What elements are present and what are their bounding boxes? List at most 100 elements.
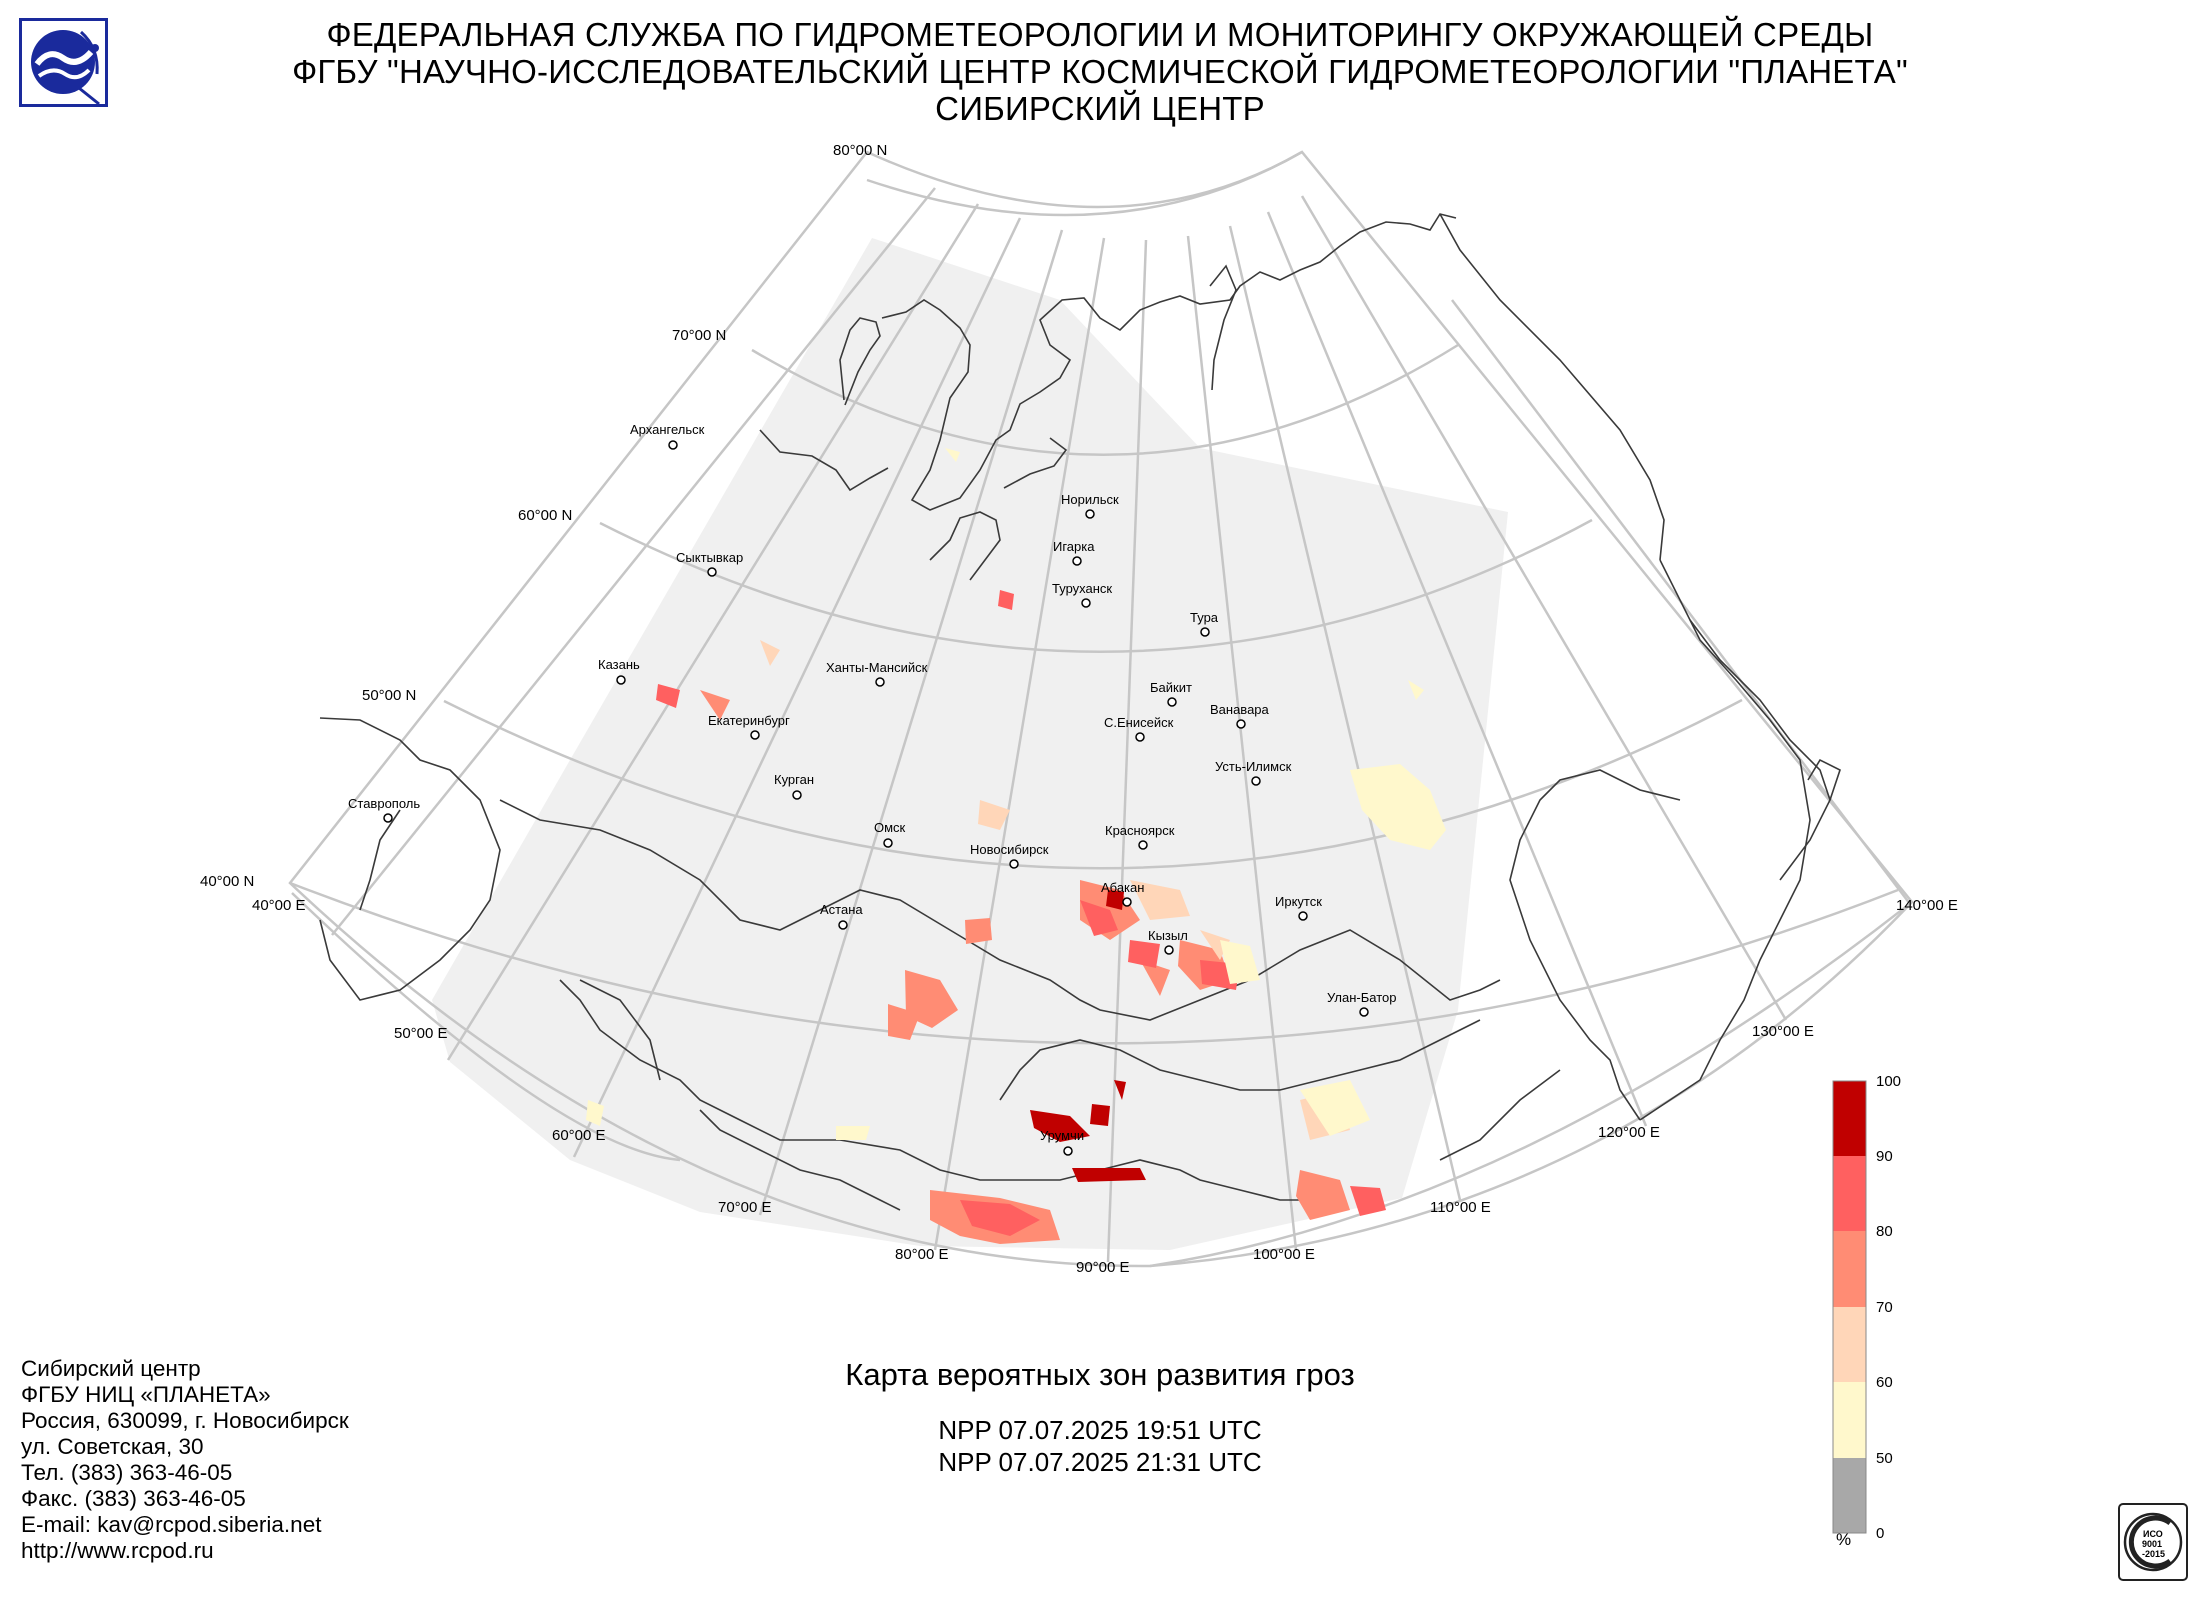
svg-text:Омск: Омск bbox=[874, 820, 906, 835]
city-vanavara: Ванавара bbox=[1210, 702, 1270, 729]
city-irkutsk: Иркутск bbox=[1275, 894, 1322, 921]
svg-text:Новосибирск: Новосибирск bbox=[970, 842, 1049, 857]
contact-website[interactable]: http://www.rcpod.ru bbox=[21, 1538, 214, 1563]
lon-label-90: 90°00 E bbox=[1076, 1259, 1130, 1276]
svg-text:Туруханск: Туруханск bbox=[1052, 581, 1112, 596]
legend-swatch-90-100 bbox=[1833, 1081, 1866, 1156]
lon-label-60: 60°00 E bbox=[552, 1127, 606, 1144]
legend-tick-90: 90 bbox=[1876, 1148, 1893, 1165]
header-line-3: СИБИРСКИЙ ЦЕНТР bbox=[935, 90, 1265, 127]
svg-text:Екатеринбург: Екатеринбург bbox=[708, 713, 790, 728]
lon-label-110: 110°00 E bbox=[1430, 1199, 1491, 1216]
svg-text:Урумчи: Урумчи bbox=[1040, 1128, 1084, 1143]
svg-text:Абакан: Абакан bbox=[1101, 880, 1144, 895]
svg-text:Улан-Батор: Улан-Батор bbox=[1327, 990, 1396, 1005]
city-ulan-bator: Улан-Батор bbox=[1327, 990, 1396, 1017]
city-kazan: Казань bbox=[598, 657, 640, 685]
lon-label-50: 50°00 E bbox=[394, 1025, 448, 1042]
city-igarka: Игарка bbox=[1053, 539, 1095, 566]
lon-label-80: 80°00 E bbox=[895, 1246, 949, 1263]
iso-line-1: ИСО bbox=[2143, 1529, 2163, 1539]
legend-swatch-60-70 bbox=[1833, 1307, 1866, 1382]
lon-label-120: 120°00 E bbox=[1598, 1124, 1660, 1141]
svg-text:Кызыл: Кызыл bbox=[1148, 928, 1188, 943]
legend-tick-0: 0 bbox=[1876, 1525, 1884, 1542]
city-stavropol: Ставрополь bbox=[348, 796, 420, 823]
legend-tick-50: 50 bbox=[1876, 1450, 1893, 1467]
lat-label-50: 50°00 N bbox=[362, 687, 416, 704]
lon-label-140: 140°00 E bbox=[1896, 897, 1958, 914]
svg-text:Архангельск: Архангельск bbox=[630, 422, 705, 437]
contact-line: ул. Советская, 30 bbox=[21, 1434, 204, 1459]
legend-tick-80: 80 bbox=[1876, 1223, 1893, 1240]
city-urumqi: Урумчи bbox=[1040, 1128, 1084, 1156]
city-khanty-mansiysk: Ханты-Мансийск bbox=[826, 660, 928, 687]
city-abakan: Абакан bbox=[1101, 880, 1144, 907]
iso-line-2: 9001 bbox=[2142, 1539, 2162, 1549]
city-turukhansk: Туруханск bbox=[1052, 581, 1112, 608]
contact-line: Факс. (383) 363-46-05 bbox=[21, 1486, 246, 1511]
lat-label-60: 60°00 N bbox=[518, 507, 572, 524]
svg-text:Красноярск: Красноярск bbox=[1105, 823, 1175, 838]
city-astana: Астана bbox=[820, 902, 863, 930]
svg-text:Ставрополь: Ставрополь bbox=[348, 796, 420, 811]
roshydromet-logo bbox=[19, 18, 108, 107]
lon-label-70: 70°00 E bbox=[718, 1199, 772, 1216]
city-yekaterinburg: Екатеринбург bbox=[708, 713, 790, 740]
city-baykit: Байкит bbox=[1150, 680, 1192, 707]
svg-text:Ванавара: Ванавара bbox=[1210, 702, 1270, 717]
city-novosibirsk: Новосибирск bbox=[970, 842, 1049, 869]
city-kurgan: Курган bbox=[774, 772, 814, 800]
city-s-yeniseysk: С.Енисейск bbox=[1104, 715, 1174, 742]
svg-text:Усть-Илимск: Усть-Илимск bbox=[1215, 759, 1292, 774]
contact-line: Сибирский центр bbox=[21, 1356, 201, 1381]
svg-text:Норильск: Норильск bbox=[1061, 492, 1119, 507]
latitude-labels: 80°00 N 70°00 N 60°00 N 50°00 N 40°00 N bbox=[200, 142, 887, 890]
satellite-pass-2: NPP 07.07.2025 21:31 UTC bbox=[938, 1447, 1262, 1477]
header: ФЕДЕРАЛЬНАЯ СЛУЖБА ПО ГИДРОМЕТЕОРОЛОГИИ … bbox=[0, 16, 2200, 127]
legend-tick-70: 70 bbox=[1876, 1299, 1893, 1316]
header-line-2: ФГБУ "НАУЧНО-ИССЛЕДОВАТЕЛЬСКИЙ ЦЕНТР КОС… bbox=[292, 53, 1908, 90]
storm-zones bbox=[586, 448, 1446, 1244]
lat-label-40: 40°00 N bbox=[200, 873, 254, 890]
contact-line: ФГБУ НИЦ «ПЛАНЕТА» bbox=[21, 1382, 271, 1407]
svg-text:Тура: Тура bbox=[1190, 610, 1219, 625]
svg-text:С.Енисейск: С.Енисейск bbox=[1104, 715, 1174, 730]
city-syktyvkar: Сыктывкар bbox=[676, 550, 743, 577]
legend-unit: % bbox=[1836, 1530, 1852, 1549]
lat-label-80: 80°00 N bbox=[833, 142, 887, 159]
svg-text:Сыктывкар: Сыктывкар bbox=[676, 550, 743, 565]
svg-text:Ханты-Мансийск: Ханты-Мансийск bbox=[826, 660, 928, 675]
satellite-pass-1: NPP 07.07.2025 19:51 UTC bbox=[938, 1415, 1262, 1445]
iso-certification-icon: ИСО 9001 -2015 bbox=[2118, 1503, 2188, 1581]
svg-text:Курган: Курган bbox=[774, 772, 814, 787]
city-omsk: Омск bbox=[874, 820, 906, 848]
city-kyzyl: Кызыл bbox=[1148, 928, 1188, 955]
svg-text:Казань: Казань bbox=[598, 657, 640, 672]
legend-swatch-80-90 bbox=[1833, 1156, 1866, 1231]
svg-text:Иркутск: Иркутск bbox=[1275, 894, 1322, 909]
coverage-swath bbox=[432, 238, 1508, 1250]
contact-line: Россия, 630099, г. Новосибирск bbox=[21, 1408, 349, 1433]
lon-label-40: 40°00 E bbox=[252, 897, 306, 914]
graticule-meridians bbox=[331, 187, 1911, 1263]
lat-label-70: 70°00 N bbox=[672, 327, 726, 344]
legend-tick-60: 60 bbox=[1876, 1374, 1893, 1391]
city-tura: Тура bbox=[1190, 610, 1219, 637]
legend-swatch-0-50 bbox=[1833, 1458, 1866, 1533]
coastlines-borders bbox=[319, 213, 1841, 1211]
iso-line-3: -2015 bbox=[2142, 1549, 2165, 1559]
city-arkhangelsk: Архангельск bbox=[630, 422, 705, 450]
contact-email[interactable]: E-mail: kav@rcpod.siberia.net bbox=[21, 1512, 322, 1537]
legend-colorbar: 100 90 80 70 60 50 0 bbox=[1832, 1073, 1901, 1542]
contact-line: Тел. (383) 363-46-05 bbox=[21, 1460, 233, 1485]
map-outline bbox=[288, 150, 1914, 1268]
legend-tick-100: 100 bbox=[1876, 1073, 1901, 1090]
svg-text:Астана: Астана bbox=[820, 902, 863, 917]
map-title: Карта вероятных зон развития гроз bbox=[845, 1357, 1355, 1392]
contacts-block: Сибирский центр ФГБУ НИЦ «ПЛАНЕТА» Росси… bbox=[21, 1356, 349, 1564]
lon-label-130: 130°00 E bbox=[1752, 1023, 1814, 1040]
city-ust-ilimsk: Усть-Илимск bbox=[1215, 759, 1292, 786]
svg-text:Байкит: Байкит bbox=[1150, 680, 1192, 695]
